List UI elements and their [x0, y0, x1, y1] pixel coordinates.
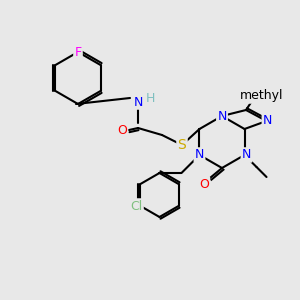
- Text: H: H: [145, 92, 155, 104]
- Text: N: N: [133, 95, 143, 109]
- Text: Cl: Cl: [130, 200, 142, 212]
- Text: N: N: [263, 115, 272, 128]
- Text: CH₃: CH₃: [259, 90, 280, 100]
- Text: O: O: [199, 178, 209, 190]
- Text: N: N: [242, 148, 251, 161]
- Text: F: F: [74, 46, 82, 59]
- Text: methyl: methyl: [240, 89, 284, 103]
- Text: S: S: [178, 138, 186, 152]
- Text: N: N: [195, 148, 204, 161]
- Text: O: O: [117, 124, 127, 136]
- Text: N: N: [217, 110, 227, 122]
